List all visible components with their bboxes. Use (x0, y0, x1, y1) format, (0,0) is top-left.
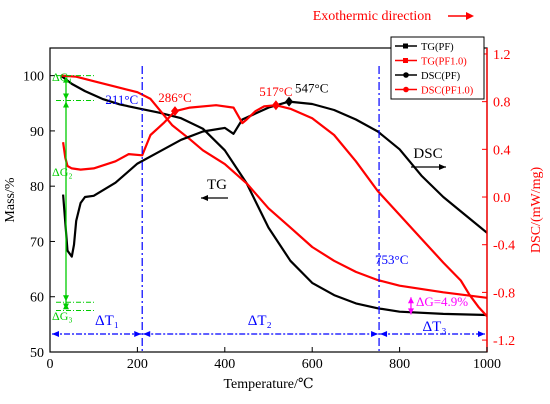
delta-t3-arrow-right-head (478, 331, 485, 337)
y-right-tick-label: 0.8 (493, 96, 511, 111)
t753-label: 753°C (375, 252, 408, 267)
y-right-tick-label: 0.0 (493, 191, 511, 206)
legend-label: DSC(PF) (421, 71, 461, 82)
y-left-tick-label: 70 (30, 235, 44, 250)
tg-curve-label: TG (207, 177, 227, 193)
x-tick-label: 200 (127, 357, 148, 372)
bracket-arrow-down (63, 93, 69, 100)
delta-t2-arrow-right-head (371, 331, 379, 337)
y-right-tick-label: 0.4 (493, 143, 511, 158)
x-tick-label: 400 (214, 357, 235, 372)
y-right-tick-label: -0.8 (493, 286, 515, 301)
peak-marker (170, 106, 179, 117)
x-axis-label: Temperature/℃ (223, 377, 313, 392)
y-right-tick-label: -1.2 (493, 334, 515, 349)
legend: TG(PF) TG(PF1.0) DSC(PF) DSC(PF1.0) (390, 36, 485, 100)
peak-marker (285, 96, 294, 107)
peak-marker (271, 100, 280, 111)
y-left-tick-label: 60 (30, 291, 44, 306)
delta-g-49-label: ΔG=4.9% (416, 294, 468, 309)
delta-t3-arrow-left-head (380, 331, 388, 337)
x-tick-label: 800 (389, 357, 410, 372)
bracket-arrow-down (63, 295, 69, 302)
y-right-tick-label: 1.2 (493, 48, 511, 63)
x-tick-label: 1000 (473, 357, 501, 372)
y-left-tick-label: 50 (30, 346, 44, 361)
delta-t1-arrow-right-head (134, 331, 142, 337)
delta-g1-label: ΔG₁ (52, 70, 73, 84)
t211-label: 211°C (105, 92, 138, 107)
arrow-left-icon (201, 195, 208, 201)
bracket-arrow-down (63, 303, 69, 310)
bracket-arrow-up (63, 101, 69, 108)
legend-label: DSC(PF1.0) (421, 86, 474, 97)
delta-g3-label: ΔG₃ (52, 309, 73, 323)
x-tick-label: 0 (47, 357, 54, 372)
y-left-tick-label: 80 (30, 180, 44, 195)
dsc-curve-label: DSC (413, 146, 442, 162)
peak-label-286: 286°C (158, 90, 191, 105)
arrow-right-icon (439, 164, 446, 170)
axes: 0 200 400 600 800 1000 Temperature/℃ 50 60 70 80 90… (3, 9, 544, 392)
series-line-dsc-pf- (62, 100, 487, 258)
peak-label-547: 547°C (295, 81, 328, 96)
y-left-tick-label: 90 (30, 125, 44, 140)
delta-t3-label: ΔT₃ (423, 319, 447, 335)
y-right-axis-label: DSC/(mW/mg) (529, 167, 544, 254)
peak-label-517: 517°C (259, 84, 292, 99)
delta-t2-label: ΔT₂ (248, 313, 272, 329)
legend-marker-circle (403, 72, 409, 78)
legend-marker-square (403, 43, 408, 49)
y-left-tick-label: 100 (23, 70, 44, 85)
plot-area (60, 74, 487, 317)
delta-g2-label: ΔG₂ (52, 165, 73, 179)
bracket-arrow-up (63, 76, 69, 83)
series-line-tg-pf1-0- (60, 74, 487, 299)
y-left-axis-label: Mass/% (3, 177, 18, 222)
legend-label: TG(PF1.0) (421, 57, 467, 68)
exothermic-direction-label: Exothermic direction (313, 9, 432, 24)
delta-t1-arrow-left-head (52, 331, 59, 337)
arrow-head (466, 12, 474, 20)
annotations: 211°C 753°C 286°C 517°C 547°C TG DSC ΔG₁ ΔG₂ ΔG₃ Δ… (52, 66, 485, 352)
delta-g-49-down (407, 308, 414, 315)
y-right-tick-label: -0.4 (493, 239, 515, 254)
legend-marker-square (403, 58, 408, 63)
series-line-dsc-pf1-0- (62, 104, 487, 317)
arrow-right-icon (448, 12, 474, 20)
delta-t2-arrow-left-head (143, 331, 151, 337)
delta-g-49-up (407, 297, 414, 304)
series-line-tg-pf- (60, 74, 487, 317)
legend-label: TG(PF) (421, 42, 454, 53)
x-tick-label: 600 (302, 357, 323, 372)
delta-t1-label: ΔT₁ (95, 313, 119, 329)
legend-marker-circle (403, 86, 409, 93)
